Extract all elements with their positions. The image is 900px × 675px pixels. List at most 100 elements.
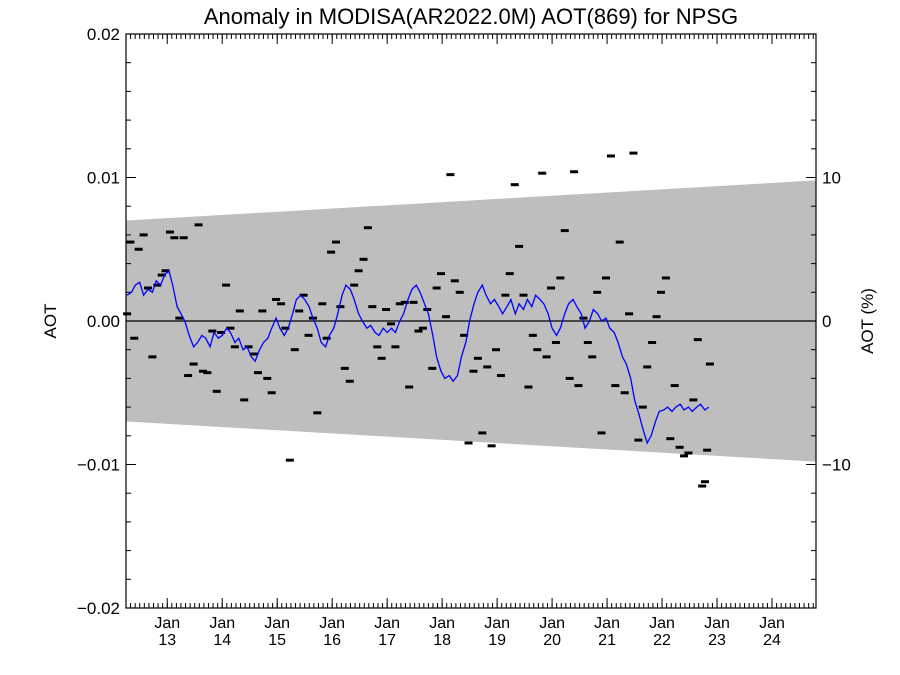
anomaly-point xyxy=(588,355,597,359)
anomaly-point xyxy=(143,286,152,290)
anomaly-point xyxy=(428,366,437,370)
anomaly-point xyxy=(496,374,505,378)
anomaly-point xyxy=(546,286,555,290)
anomaly-point xyxy=(478,431,487,435)
anomaly-point xyxy=(277,302,286,306)
anomaly-point xyxy=(253,371,262,375)
anomaly-point xyxy=(538,171,547,175)
anomaly-point xyxy=(157,273,166,277)
anomaly-point xyxy=(601,276,610,280)
anomaly-point xyxy=(675,445,684,449)
y-tick-label-left: 0.02 xyxy=(87,25,120,44)
anomaly-point xyxy=(648,341,657,345)
anomaly-point xyxy=(670,384,679,388)
anomaly-point xyxy=(560,229,569,233)
anomaly-point xyxy=(615,240,624,244)
y-tick-label-left: −0.02 xyxy=(77,599,120,618)
x-tick-label-year: 24 xyxy=(763,632,781,649)
x-tick-label-month: Jan xyxy=(374,615,400,632)
anomaly-point xyxy=(533,348,542,352)
anomaly-point xyxy=(230,345,239,349)
anomaly-point xyxy=(510,183,519,187)
anomaly-point xyxy=(327,250,336,254)
anomaly-point xyxy=(161,269,170,273)
anomaly-point xyxy=(643,365,652,369)
x-tick-label-month: Jan xyxy=(429,615,455,632)
anomaly-point xyxy=(680,454,689,458)
x-tick-label-year: 14 xyxy=(213,632,231,649)
x-tick-label-month: Jan xyxy=(319,615,345,632)
smoothed-anomaly-line xyxy=(126,269,710,445)
anomaly-point xyxy=(583,341,592,345)
anomaly-point xyxy=(432,286,441,290)
y-tick-label-right: −10 xyxy=(822,456,851,475)
anomaly-point xyxy=(611,384,620,388)
anomaly-point xyxy=(418,326,427,330)
anomaly-point xyxy=(377,356,386,360)
anomaly-point xyxy=(322,336,331,340)
anomaly-point xyxy=(272,297,281,301)
anomaly-point xyxy=(203,371,212,375)
anomaly-point xyxy=(437,272,446,276)
anomaly-point xyxy=(368,305,377,309)
anomaly-point xyxy=(656,290,665,294)
anomaly-point xyxy=(165,230,174,234)
anomaly-point xyxy=(290,348,299,352)
anomaly-point xyxy=(703,448,712,452)
anomaly-point xyxy=(382,308,391,312)
anomaly-point xyxy=(226,326,235,330)
anomaly-point xyxy=(285,458,294,462)
anomaly-point xyxy=(179,236,188,240)
anomaly-point xyxy=(235,309,244,313)
anomaly-point xyxy=(455,290,464,294)
x-tick-label-year: 17 xyxy=(378,632,396,649)
anomaly-point xyxy=(258,309,267,313)
anomaly-point xyxy=(450,279,459,283)
anomaly-point xyxy=(373,345,382,349)
x-tick-label-year: 15 xyxy=(268,632,286,649)
anomaly-point xyxy=(217,330,226,334)
y-tick-label-right: 10 xyxy=(822,169,841,188)
anomaly-point xyxy=(606,154,615,158)
y-tick-label-left: 0.00 xyxy=(87,312,120,331)
x-tick-label-year: 20 xyxy=(543,632,561,649)
x-tick-label-year: 23 xyxy=(708,632,726,649)
anomaly-point xyxy=(574,384,583,388)
anomaly-point xyxy=(395,302,404,306)
anomaly-point xyxy=(281,326,290,330)
anomaly-point xyxy=(469,369,478,373)
anomaly-point xyxy=(139,233,148,237)
x-tick-label-year: 13 xyxy=(158,632,176,649)
x-tick-label-month: Jan xyxy=(594,615,620,632)
anomaly-point xyxy=(689,398,698,402)
y-axis-label-right: AOT (%) xyxy=(858,288,877,354)
anomaly-point xyxy=(593,290,602,294)
chart-title: Anomaly in MODISA(AR2022.0M) AOT(869) fo… xyxy=(204,4,738,29)
x-tick-label-month: Jan xyxy=(759,615,785,632)
anomaly-point xyxy=(148,355,157,359)
plot-area: 0.020.010.00−0.01−0.02100−10Jan13Jan14Ja… xyxy=(77,25,851,649)
anomaly-point xyxy=(638,405,647,409)
anomaly-point xyxy=(208,329,217,333)
y-tick-label-right: 0 xyxy=(822,312,831,331)
anomaly-point xyxy=(528,333,537,337)
anomaly-point xyxy=(123,312,132,316)
anomaly-point xyxy=(304,333,313,337)
x-tick-label-month: Jan xyxy=(154,615,180,632)
anomaly-point xyxy=(620,391,629,395)
anomaly-point xyxy=(483,365,492,369)
anomaly-point xyxy=(345,379,354,383)
anomaly-point xyxy=(194,223,203,227)
anomaly-point xyxy=(267,391,276,395)
anomaly-point xyxy=(700,480,709,484)
anomaly-point xyxy=(249,352,258,356)
anomaly-point xyxy=(363,226,372,230)
x-tick-label-month: Jan xyxy=(649,615,675,632)
anomaly-point xyxy=(130,336,139,340)
anomaly-point xyxy=(212,389,221,393)
anomaly-point xyxy=(400,300,409,304)
anomaly-point xyxy=(153,283,162,287)
x-tick-label-month: Jan xyxy=(704,615,730,632)
anomaly-point xyxy=(505,272,514,276)
